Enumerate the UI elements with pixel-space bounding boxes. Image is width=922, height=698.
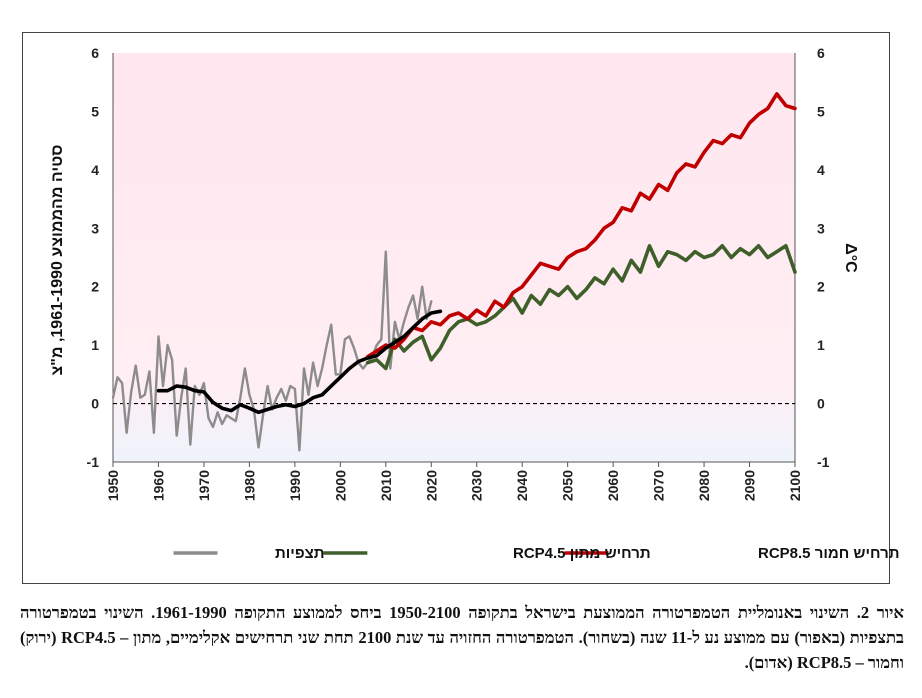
y-tick-label-right: 5 <box>817 103 825 119</box>
x-tick-label: 1990 <box>287 470 303 501</box>
y-tick-label-left: 4 <box>91 162 99 178</box>
y-tick-label-left: 0 <box>91 396 99 412</box>
y-tick-label-left: 1 <box>91 337 99 353</box>
legend-label-rcp85: תרחיש חמור RCP8.5 <box>758 545 900 562</box>
legend-label-observations: תצפיות <box>275 545 325 562</box>
x-tick-label: 2020 <box>423 470 439 501</box>
x-tick-label: 1950 <box>105 470 121 501</box>
y-tick-label-left: 5 <box>91 103 99 119</box>
y-tick-label-right: 0 <box>817 396 825 412</box>
y-tick-label-left: -1 <box>87 454 100 470</box>
y-tick-label-right: 1 <box>817 337 825 353</box>
x-tick-label: 2100 <box>787 470 803 501</box>
legend-label-rcp45: תרחיש מתון RCP4.5 <box>513 545 651 562</box>
x-tick-label: 1980 <box>241 470 257 501</box>
y-tick-label-right: 3 <box>817 220 825 236</box>
y-tick-label-right: -1 <box>817 454 830 470</box>
y-tick-label-left: 6 <box>91 45 99 61</box>
y-tick-label-left: 3 <box>91 220 99 236</box>
legend: תרחיש חמור RCP8.5 תרחיש מתון RCP4.5 תצפיות <box>173 545 900 562</box>
y-axis-label-right: Δ°C <box>842 243 859 273</box>
y-tick-label-left: 2 <box>91 279 99 295</box>
y-tick-label-right: 2 <box>817 279 825 295</box>
x-tick-label: 2010 <box>378 470 394 501</box>
y-tick-label-right: 4 <box>817 162 825 178</box>
series-line-smoothed <box>156 309 443 415</box>
x-tick-label: 2030 <box>469 470 485 501</box>
x-tick-label: 2090 <box>742 470 758 501</box>
series-layer <box>111 92 797 452</box>
series-line-rcp85 <box>365 92 797 359</box>
x-tick-label: 1970 <box>196 470 212 501</box>
y-axis-label-left: סטיה מהממוצע 1961-1990, מ"צ <box>49 145 66 376</box>
figure-caption: איור 2. השינוי באנומליית הטמפרטורה הממוצ… <box>20 603 905 672</box>
x-tick-label: 2040 <box>514 470 530 501</box>
x-tick-label: 1960 <box>150 470 166 501</box>
x-tick-label: 2080 <box>696 470 712 501</box>
temperature-anomaly-chart: -1 -1 0 0 1 1 2 2 3 3 4 4 5 5 6 6 1950 1960 1970 1980 1990 20… <box>49 45 900 562</box>
x-tick-label: 2000 <box>332 470 348 501</box>
x-tick-label: 2050 <box>560 470 576 501</box>
axes: -1 -1 0 0 1 1 2 2 3 3 4 4 5 5 6 6 1950 1960 1970 1980 1990 20… <box>87 45 830 501</box>
series-line-rcp45 <box>365 244 797 371</box>
y-tick-label-right: 6 <box>817 45 825 61</box>
x-tick-label: 2070 <box>651 470 667 501</box>
x-tick-label: 2060 <box>605 470 621 501</box>
